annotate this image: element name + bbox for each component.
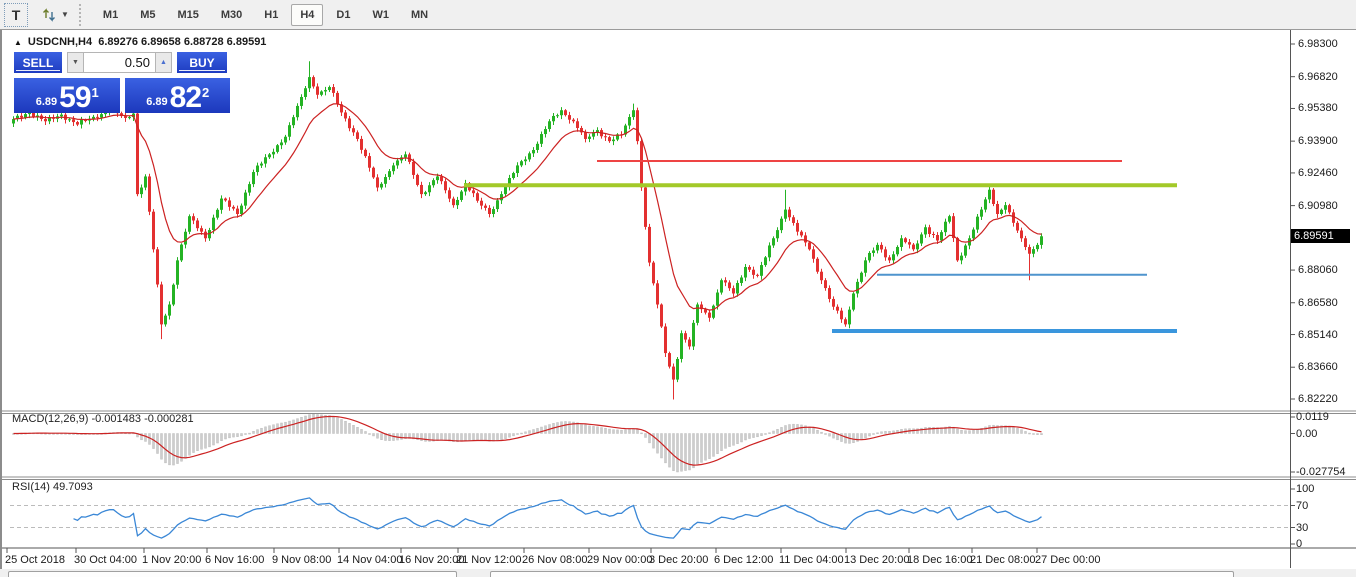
arrows-tool-button[interactable]: ▼ — [42, 4, 69, 26]
time-axis-label: 13 Dec 20:00 — [844, 554, 910, 566]
price-axis-label: 6.96820 — [1298, 70, 1338, 83]
sell-price-box[interactable]: 6.89 59 1 — [14, 78, 120, 113]
time-axis-label: 30 Oct 04:00 — [74, 554, 137, 566]
arrows-icon — [43, 7, 55, 22]
time-axis-label: 25 Oct 2018 — [5, 554, 65, 566]
bottom-window-strip — [0, 569, 1356, 577]
price-axis-label: 6.95380 — [1298, 102, 1338, 115]
time-axis-label: 26 Nov 08:00 — [522, 554, 588, 566]
buy-price-sup: 2 — [202, 85, 210, 100]
rsi-axis-label: 70 — [1296, 499, 1309, 512]
time-axis-label: 16 Nov 20:00 — [399, 554, 465, 566]
timeframe-button-m15[interactable]: M15 — [177, 8, 199, 21]
timeframe-button-m5[interactable]: M5 — [140, 8, 156, 21]
price-axis-label: 6.90980 — [1298, 199, 1338, 212]
chart-window: ▲ USDCNH,H4 6.89276 6.89658 6.88728 6.89… — [0, 30, 1356, 577]
time-axis-label: 6 Nov 16:00 — [205, 554, 265, 566]
price-axis-label: 6.83660 — [1298, 361, 1338, 374]
sell-price-big: 59 — [59, 81, 91, 114]
timeframe-button-w1[interactable]: W1 — [372, 8, 389, 21]
dropdown-caret-icon: ▼ — [61, 10, 69, 19]
chart-title-text: USDCNH,H4 6.89276 6.89658 6.88728 6.8959… — [27, 36, 267, 48]
timeframe-button-h1[interactable]: H1 — [264, 8, 279, 21]
time-axis-label: 18 Dec 16:00 — [907, 554, 973, 566]
macd-axis-label: -0.027754 — [1296, 465, 1346, 478]
rsi-label: RSI(14) 49.7093 — [12, 481, 93, 493]
rsi-axis-label: 100 — [1296, 483, 1315, 495]
sell-price-prefix: 6.89 — [35, 96, 58, 108]
sell-button-label: SELL — [22, 55, 54, 70]
current-price-badge: 6.89591 — [1291, 229, 1350, 244]
rsi-axis-label: 0 — [1296, 538, 1303, 550]
macd-label: MACD(12,26,9) -0.001483 -0.000281 — [12, 413, 194, 425]
price-axis-label: 6.85140 — [1298, 328, 1338, 341]
toolbar: T ▼ M1 M5 M15 M30 H1 H4 D1 W1 MN — [0, 0, 1356, 30]
buy-price-big: 82 — [169, 81, 202, 114]
trade-panel: SELL ▼ ▲ BUY 6.89 59 1 6.89 82 2 — [14, 52, 230, 113]
timeframe-button-d1[interactable]: D1 — [336, 8, 351, 21]
price-axis-label: 6.93900 — [1298, 135, 1338, 148]
volume-decrease-button[interactable]: ▼ — [67, 52, 84, 73]
time-axis-label: 27 Dec 00:00 — [1035, 554, 1101, 566]
buy-button-label: BUY — [189, 55, 215, 70]
timeframe-button-group: M1 M5 M15 M30 H1 H4 D1 W1 MN — [92, 3, 439, 26]
volume-input[interactable] — [84, 52, 155, 73]
timeframe-button-m1[interactable]: M1 — [102, 8, 119, 21]
time-axis-label: 6 Dec 12:00 — [714, 554, 774, 566]
buy-button[interactable]: BUY — [177, 52, 227, 73]
time-axis-label: 14 Nov 04:00 — [337, 554, 403, 566]
chart-title: ▲ USDCNH,H4 6.89276 6.89658 6.88728 6.89… — [14, 36, 266, 48]
volume-increase-button[interactable]: ▲ — [155, 52, 172, 73]
macd-axis-label: 0.0119 — [1296, 410, 1329, 423]
text-label-tool-button[interactable]: T — [4, 2, 28, 27]
time-axis-label: 21 Nov 12:00 — [456, 554, 522, 566]
rsi-axis-label: 30 — [1296, 521, 1309, 534]
background-chart-window[interactable] — [8, 571, 457, 577]
time-axis-label: 9 Nov 08:00 — [272, 554, 332, 566]
collapse-trade-panel-icon[interactable]: ▲ — [14, 37, 22, 47]
time-axis-label: 11 Dec 04:00 — [779, 554, 844, 566]
background-chart-window[interactable] — [490, 571, 1234, 577]
price-axis-label: 6.98300 — [1298, 38, 1338, 50]
price-axis-label: 6.82220 — [1298, 393, 1338, 405]
chart-plot-area[interactable] — [2, 30, 1356, 577]
buy-price-prefix: 6.89 — [146, 96, 168, 108]
macd-axis-label: 0.00 — [1296, 427, 1318, 440]
timeframe-button-m30[interactable]: M30 — [220, 8, 243, 21]
time-axis-label: 21 Dec 08:00 — [970, 554, 1036, 566]
toolbar-separator — [78, 3, 86, 26]
text-tool-icon: T — [11, 6, 21, 23]
time-axis-label: 29 Nov 00:00 — [587, 554, 653, 566]
sell-button[interactable]: SELL — [14, 52, 62, 73]
time-axis-label: 3 Dec 20:00 — [649, 554, 709, 566]
price-axis-label: 6.88060 — [1298, 264, 1338, 277]
sell-price-sup: 1 — [91, 85, 99, 100]
timeframe-button-h4[interactable]: H4 — [291, 3, 324, 26]
time-axis-label: 1 Nov 20:00 — [142, 554, 202, 566]
price-axis-label: 6.92460 — [1298, 166, 1338, 179]
price-axis-label: 6.86580 — [1298, 296, 1338, 309]
buy-price-box[interactable]: 6.89 82 2 — [124, 78, 230, 114]
timeframe-button-mn[interactable]: MN — [410, 8, 429, 21]
